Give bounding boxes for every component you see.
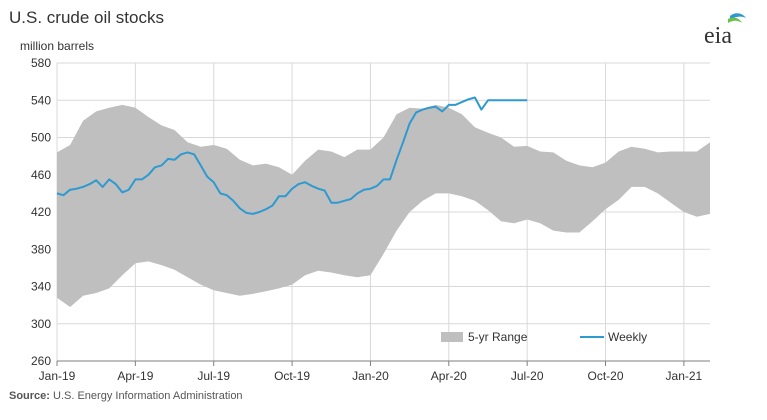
y-axis-unit-label: million barrels xyxy=(20,39,95,53)
legend-range-label: 5-yr Range xyxy=(468,330,528,344)
x-tick-label: Jan-19 xyxy=(39,369,76,383)
y-tick-label: 500 xyxy=(31,131,51,145)
y-tick-label: 380 xyxy=(31,242,51,256)
chart-title: U.S. crude oil stocks xyxy=(9,8,164,27)
x-tick-labels: Jan-19 Apr-19 Jul-19 Oct-19 Jan-20 Apr-20 Jul-… xyxy=(39,361,703,383)
weekly-line xyxy=(56,96,528,215)
y-tick-labels: 260 300 340 380 420 460 500 540 580 xyxy=(31,56,51,368)
x-tick-label: Apr-19 xyxy=(117,369,153,383)
y-tick-label: 300 xyxy=(31,317,51,331)
x-tick-label: Jan-20 xyxy=(352,369,389,383)
y-tick-label: 420 xyxy=(31,205,51,219)
x-tick-label: Apr-20 xyxy=(431,369,467,383)
logo-text: eia xyxy=(704,23,732,48)
x-tick-label: Jan-21 xyxy=(666,369,703,383)
x-tick-label: Jul-20 xyxy=(511,369,544,383)
legend-range-swatch xyxy=(441,332,463,342)
legend-weekly-label: Weekly xyxy=(608,330,647,344)
y-tick-label: 580 xyxy=(31,56,51,70)
source-note: Source: U.S. Energy Information Administ… xyxy=(9,390,243,402)
range-area xyxy=(57,104,710,308)
x-tick-label: Jul-19 xyxy=(197,369,230,383)
y-tick-label: 540 xyxy=(31,93,51,107)
source-label: Source: xyxy=(9,390,50,402)
y-tick-label: 460 xyxy=(31,168,51,182)
x-tick-label: Oct-20 xyxy=(588,369,624,383)
source-text: U.S. Energy Information Administration xyxy=(49,390,243,402)
y-tick-label: 340 xyxy=(31,280,51,294)
x-tick-label: Oct-19 xyxy=(274,369,310,383)
legend: 5-yr Range Weekly xyxy=(441,330,647,344)
eia-logo: eia xyxy=(704,13,746,48)
y-tick-label: 260 xyxy=(31,354,51,368)
